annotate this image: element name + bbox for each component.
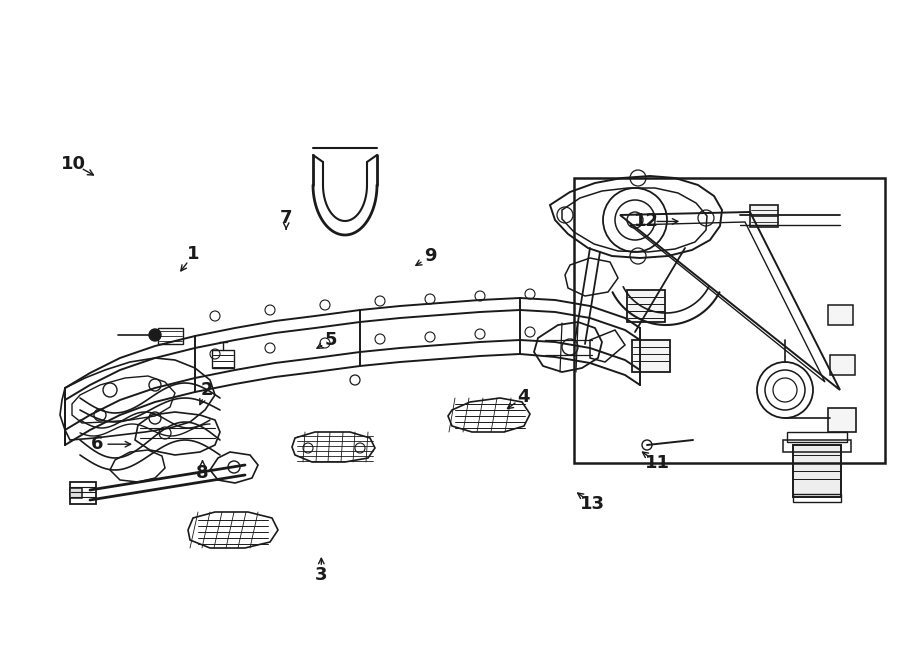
Bar [632,340,670,372]
Text: 7: 7 [280,209,292,227]
Text: 3: 3 [315,566,328,584]
Bar [828,408,856,432]
Bar [793,445,841,497]
Bar [783,440,851,452]
Bar [70,488,82,498]
Bar [70,482,96,504]
Bar [574,178,885,463]
Bar [158,328,183,344]
Text: 4: 4 [518,387,530,406]
Text: 6: 6 [91,435,104,453]
Bar [828,305,853,325]
Text: 12: 12 [634,212,659,231]
Text: 8: 8 [196,463,209,482]
Bar [212,350,234,368]
Text: 5: 5 [325,331,338,350]
Text: 2: 2 [201,381,213,399]
Bar [793,494,841,502]
Bar [750,205,778,227]
Circle shape [149,329,161,341]
Text: 10: 10 [61,155,86,173]
Bar [787,432,847,442]
Text: 1: 1 [187,245,200,264]
Text: 13: 13 [580,494,605,513]
Bar [830,355,855,375]
Bar [627,290,665,322]
Text: 11: 11 [644,453,670,472]
Text: 9: 9 [424,247,436,266]
